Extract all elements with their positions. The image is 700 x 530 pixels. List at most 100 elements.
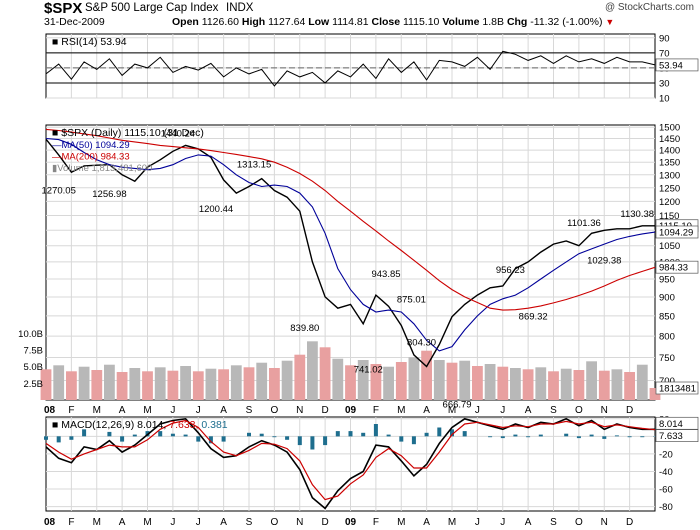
- open-value: 1126.60: [201, 16, 239, 28]
- macd-signal-tag: 7.633: [659, 431, 683, 442]
- macd-histogram-bar: [614, 435, 619, 437]
- low-label: Low: [308, 16, 330, 28]
- macd-histogram-bar: [221, 436, 226, 442]
- volume-bar: [433, 360, 445, 400]
- price-annotation: 1200.44: [199, 204, 233, 215]
- chart-exchange: INDX: [226, 2, 254, 14]
- macd-tick-label: -60: [659, 485, 673, 496]
- x-axis-month-label: N: [296, 405, 303, 416]
- x-axis-month-label-bottom: O: [575, 517, 583, 528]
- x-axis-month-label-bottom: J: [170, 517, 175, 528]
- volume-bar: [205, 368, 217, 400]
- high-value: 1127.64: [268, 16, 306, 28]
- price-annotation: 1440.24: [161, 129, 195, 140]
- volume-bar: [598, 370, 610, 400]
- macd-histogram-bar: [310, 436, 315, 450]
- volume-bar: [370, 364, 382, 400]
- volume-bar: [192, 371, 204, 400]
- x-axis-month-label-bottom: M: [448, 517, 456, 528]
- price-tick-label: 800: [659, 332, 675, 343]
- macd-histogram-bar: [526, 436, 531, 438]
- macd-histogram-bar: [424, 432, 429, 437]
- x-axis-month-label-bottom: O: [270, 517, 278, 528]
- macd-histogram-bar: [589, 434, 594, 437]
- price-tick-label: 950: [659, 274, 675, 285]
- chart-index-name: S&P 500 Large Cap Index: [85, 2, 219, 14]
- macd-signal-tag-box: [655, 429, 699, 442]
- price-tick-label: 1150: [659, 211, 679, 222]
- chart-date: 31-Dec-2009: [44, 16, 105, 28]
- volume-bar: [269, 368, 280, 400]
- chg-label: Chg: [506, 16, 528, 28]
- x-axis-month-label-bottom: N: [296, 517, 303, 528]
- volume-value: 1.8B: [482, 16, 505, 28]
- volume-bar: [53, 365, 65, 400]
- x-axis-month-label-bottom: S: [246, 517, 253, 528]
- rsi-tick-label: 30: [659, 78, 670, 89]
- volume-bar: [510, 368, 521, 400]
- price-annotation: 1130.38: [620, 209, 654, 220]
- ma200-line: [45, 128, 656, 311]
- price-legend-entry: ▮Volume 1,813,481,600: [52, 163, 152, 174]
- x-axis-month-label-bottom: N: [601, 517, 608, 528]
- volume-tick-label: 7.5B: [23, 346, 43, 357]
- macd-histogram-bar: [373, 424, 378, 437]
- macd-histogram-bar: [323, 436, 328, 446]
- price-tick-label: 700: [659, 376, 675, 387]
- x-axis-month-label: M: [448, 405, 456, 416]
- low-value: 1114.81: [332, 16, 369, 28]
- macd-histogram-bar: [158, 431, 163, 437]
- x-axis-month-label-bottom: F: [68, 517, 74, 528]
- price-tick-label: 1400: [659, 146, 680, 157]
- price-annotation: 869.32: [519, 311, 548, 322]
- volume-bar: [383, 366, 394, 400]
- volume-bar: [91, 370, 103, 400]
- x-axis-month-label-bottom: M: [93, 517, 101, 528]
- x-axis-month-label-bottom: D: [322, 517, 329, 528]
- macd-histogram-bar: [272, 436, 277, 438]
- volume-bar: [307, 341, 318, 400]
- volume-bar: [142, 371, 153, 400]
- x-axis-month-label: J: [475, 405, 480, 416]
- price-annotation: 875.01: [397, 294, 426, 305]
- price-annotation: 804.30: [407, 337, 436, 348]
- x-axis-month-label: D: [322, 405, 329, 416]
- macd-histogram-bar: [69, 436, 74, 440]
- macd-histogram-bar: [297, 436, 302, 446]
- price-annotation: 1256.98: [92, 189, 126, 200]
- volume-bar: [446, 362, 458, 400]
- volume-label: Volume: [442, 16, 480, 28]
- volume-bar: [624, 372, 635, 400]
- ma-value-tag-box: [655, 225, 699, 239]
- copyright-text[interactable]: @ StockCharts.com: [604, 2, 694, 13]
- x-axis-month-label: F: [68, 405, 74, 416]
- macd-histogram-bar: [564, 433, 569, 437]
- macd-histogram-bar: [44, 436, 48, 440]
- price-tick-label: 1350: [659, 158, 680, 169]
- rsi-tick-label: 70: [659, 48, 670, 59]
- volume-bar: [256, 362, 268, 400]
- x-axis-month-label: 09: [345, 405, 357, 416]
- macd-signal-value: 7.633,: [169, 419, 201, 431]
- x-axis-month-label: F: [373, 405, 379, 416]
- close-value: 1115.10: [403, 16, 440, 28]
- macd-histogram-bar: [513, 434, 518, 437]
- macd-signal-line: [45, 419, 656, 501]
- volume-bar: [649, 388, 661, 400]
- macd-histogram-bar: [411, 436, 416, 445]
- price-tick-label: 1250: [659, 183, 680, 194]
- x-axis-month-label: M: [143, 405, 151, 416]
- macd-histogram-bar: [602, 436, 607, 439]
- macd-histogram-bar: [120, 436, 125, 442]
- volume-bar: [611, 369, 623, 400]
- volume-tick-label: 5.0B: [23, 362, 43, 373]
- price-legend-entry: —MA(200) 984.33: [52, 152, 130, 163]
- volume-bar: [636, 364, 648, 400]
- price-tick-label: 1200: [659, 197, 680, 208]
- macd-histogram-bar: [196, 436, 201, 442]
- macd-tick-label: -40: [659, 467, 673, 478]
- volume-bar: [332, 358, 344, 400]
- x-axis-month-label: O: [575, 405, 583, 416]
- macd-tick-label: -20: [659, 449, 673, 460]
